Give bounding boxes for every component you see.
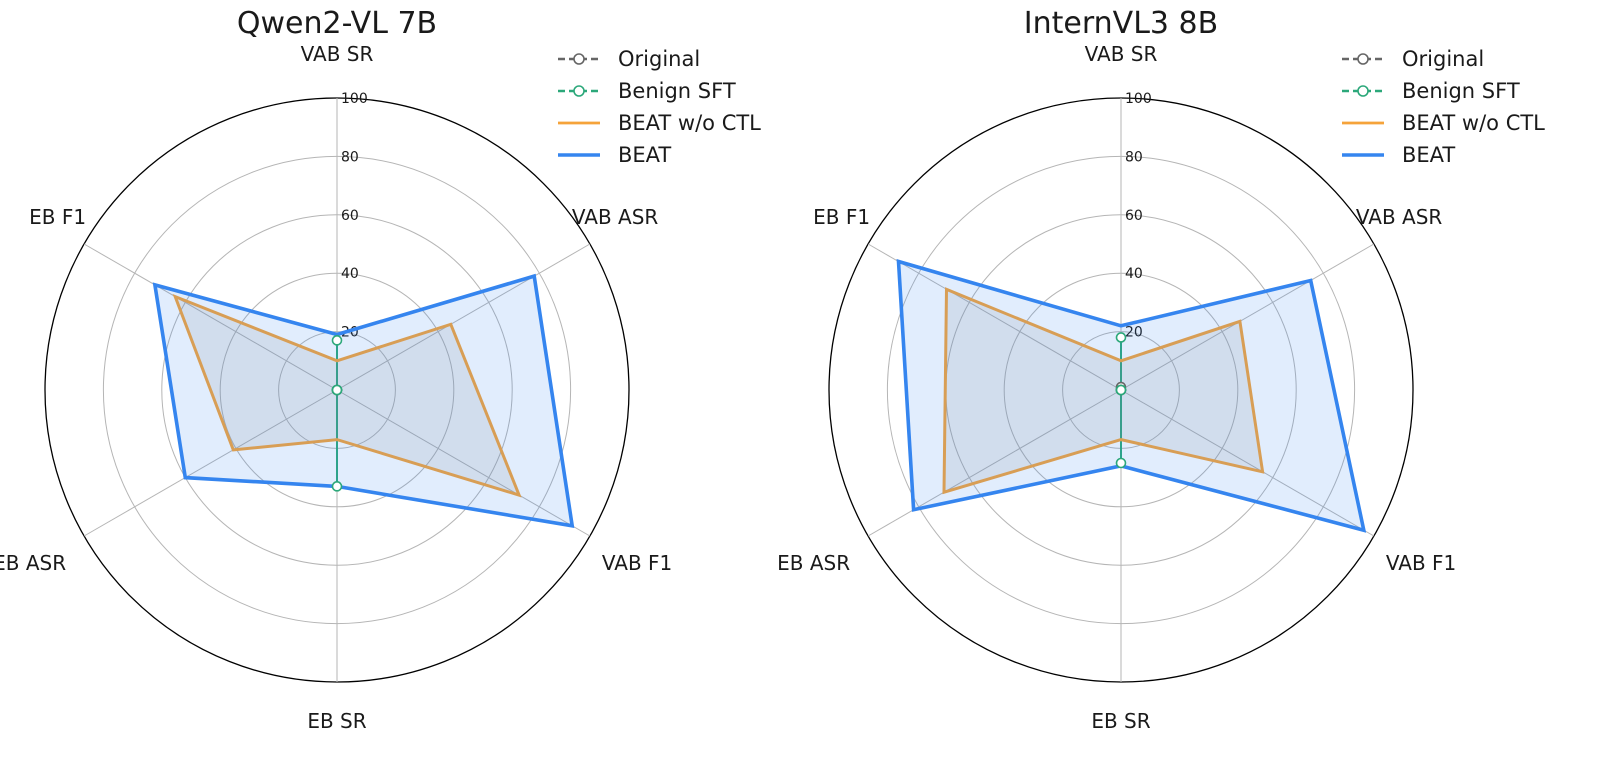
spoke-vab-asr [1120, 243, 1375, 391]
axis-label-vab-f1: VAB F1 [602, 551, 672, 575]
axis-label-eb-f1: EB F1 [29, 205, 86, 229]
axis-label-vab-sr: VAB SR [301, 42, 374, 66]
legend-label-beat-w-o-ctl: BEAT w/o CTL [1402, 111, 1545, 135]
legend-marker-original [1357, 53, 1369, 65]
legend-marker-original [573, 53, 585, 65]
series-point-benign-sft [331, 335, 343, 346]
radial-tick-label: 60 [1125, 208, 1143, 224]
axis-label-eb-asr: EB ASR [0, 551, 66, 575]
series-line-beat-w-o-ctl [942, 287, 1265, 495]
axis-label-eb-sr: EB SR [1091, 709, 1150, 733]
axis-label-vab-asr: VAB ASR [1356, 205, 1443, 229]
radial-tick-label: 40 [1125, 266, 1143, 282]
spoke-eb-asr [867, 389, 1122, 537]
radial-tick-label: 100 [341, 91, 368, 107]
axis-label-eb-f1: EB F1 [813, 205, 870, 229]
legend-label-beat: BEAT [1402, 143, 1455, 167]
legend-marker-benign-sft [1357, 85, 1369, 97]
spoke-vab-f1 [336, 389, 591, 537]
legend: Original Benign SFT BEAT w/o CTL BEAT [558, 47, 761, 167]
chart-title: Qwen2-VL 7B [237, 6, 437, 41]
spoke-eb-asr [83, 389, 338, 537]
series-fill-beat-w-o-ctl [944, 289, 1263, 493]
axis-label-vab-f1: VAB F1 [1386, 551, 1456, 575]
legend: Original Benign SFT BEAT w/o CTL BEAT [1342, 47, 1545, 167]
spoke-vab-f1 [1120, 389, 1375, 537]
radial-tick-label: 20 [1125, 325, 1143, 341]
series-point-benign-sft [331, 384, 343, 396]
spoke-eb-f1 [83, 243, 338, 391]
legend-marker-benign-sft [573, 85, 585, 97]
radial-tick-label: 100 [1125, 91, 1152, 107]
axis-label-vab-sr: VAB SR [1085, 42, 1158, 66]
series-point-benign-sft [1115, 332, 1127, 343]
radial-tick-label: 80 [341, 149, 359, 165]
chart-title: InternVL3 8B [1024, 6, 1218, 41]
legend-label-beat: BEAT [618, 143, 671, 167]
legend-label-benign-sft: Benign SFT [618, 79, 736, 103]
legend-label-original: Original [1402, 47, 1484, 71]
series-point-benign-sft [331, 481, 343, 492]
series-point-benign-sft [1115, 384, 1127, 396]
legend-label-beat-w-o-ctl: BEAT w/o CTL [618, 111, 761, 135]
axis-label-vab-asr: VAB ASR [572, 205, 659, 229]
series-line-beat-w-o-ctl [172, 293, 522, 498]
legend-label-original: Original [618, 47, 700, 71]
radial-tick-label: 60 [341, 208, 359, 224]
radar-panel-internvl3: InternVL3 8B 20 40 60 80 100 VAB SR VAB ASR VAB … [777, 6, 1545, 733]
radial-tick-label: 40 [341, 266, 359, 282]
spoke-eb-f1 [867, 243, 1122, 391]
legend-label-benign-sft: Benign SFT [1402, 79, 1520, 103]
axis-label-eb-sr: EB SR [307, 709, 366, 733]
series-fill-beat [898, 261, 1364, 531]
series-fill-beat-w-o-ctl [175, 296, 520, 496]
spoke-vab-asr [336, 243, 591, 391]
radial-tick-label: 80 [1125, 149, 1143, 165]
series-fill-beat [154, 276, 573, 526]
series-point-benign-sft [1115, 457, 1127, 469]
axis-label-eb-asr: EB ASR [777, 551, 850, 575]
